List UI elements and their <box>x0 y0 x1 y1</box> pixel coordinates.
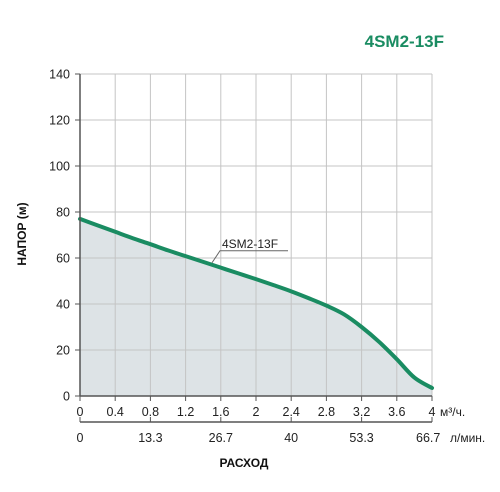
series-line-4SM2-13F <box>78 216 434 390</box>
y-axis-title: НАПОР (м) <box>15 202 29 265</box>
x2-tick-label: 53.3 <box>349 431 373 445</box>
x-tick-label: 2 <box>253 405 260 419</box>
annotation-leader <box>211 250 288 264</box>
y-tick-label: 20 <box>56 344 70 358</box>
x2-tick-label: 66.7 <box>416 431 440 445</box>
y-tick-label: 60 <box>56 252 70 266</box>
chart-title: 4SM2-13F <box>365 32 444 51</box>
y-tick-label: 100 <box>49 160 70 174</box>
x2-tick-label: 0 <box>77 431 84 445</box>
x-axis-title: РАСХОД <box>220 456 269 470</box>
x2-tick-label: 40 <box>284 431 298 445</box>
x-tick-label: 2.4 <box>283 405 300 419</box>
curve-layer: 4SM2-13F <box>78 216 434 390</box>
axes <box>75 73 433 423</box>
y-tick-label: 140 <box>49 68 70 82</box>
x-tick-label: 0 <box>77 405 84 419</box>
y-tick-label: 80 <box>56 206 70 220</box>
y-tick-label: 0 <box>63 390 70 404</box>
x2-tick-label: 26.7 <box>209 431 233 445</box>
x-tick-label: 0.8 <box>142 405 159 419</box>
y-tick-label: 40 <box>56 298 70 312</box>
x2-tick-label: 13.3 <box>138 431 162 445</box>
x-tick-label: 4 <box>429 405 436 419</box>
x-tick-label: 0.4 <box>107 405 124 419</box>
x-tick-label: 2.8 <box>318 405 335 419</box>
x-tick-label: 3.6 <box>388 405 405 419</box>
annotation-label: 4SM2-13F <box>222 237 278 251</box>
gridlines <box>80 73 433 396</box>
x-tick-label: 3.2 <box>353 405 370 419</box>
x2-axis-unit: л/мин. <box>450 431 485 445</box>
x-tick-label: 1.6 <box>212 405 229 419</box>
x-tick-label: 1.2 <box>177 405 194 419</box>
x-axis-unit: м³/ч. <box>440 405 465 419</box>
y-tick-label: 120 <box>49 114 70 128</box>
